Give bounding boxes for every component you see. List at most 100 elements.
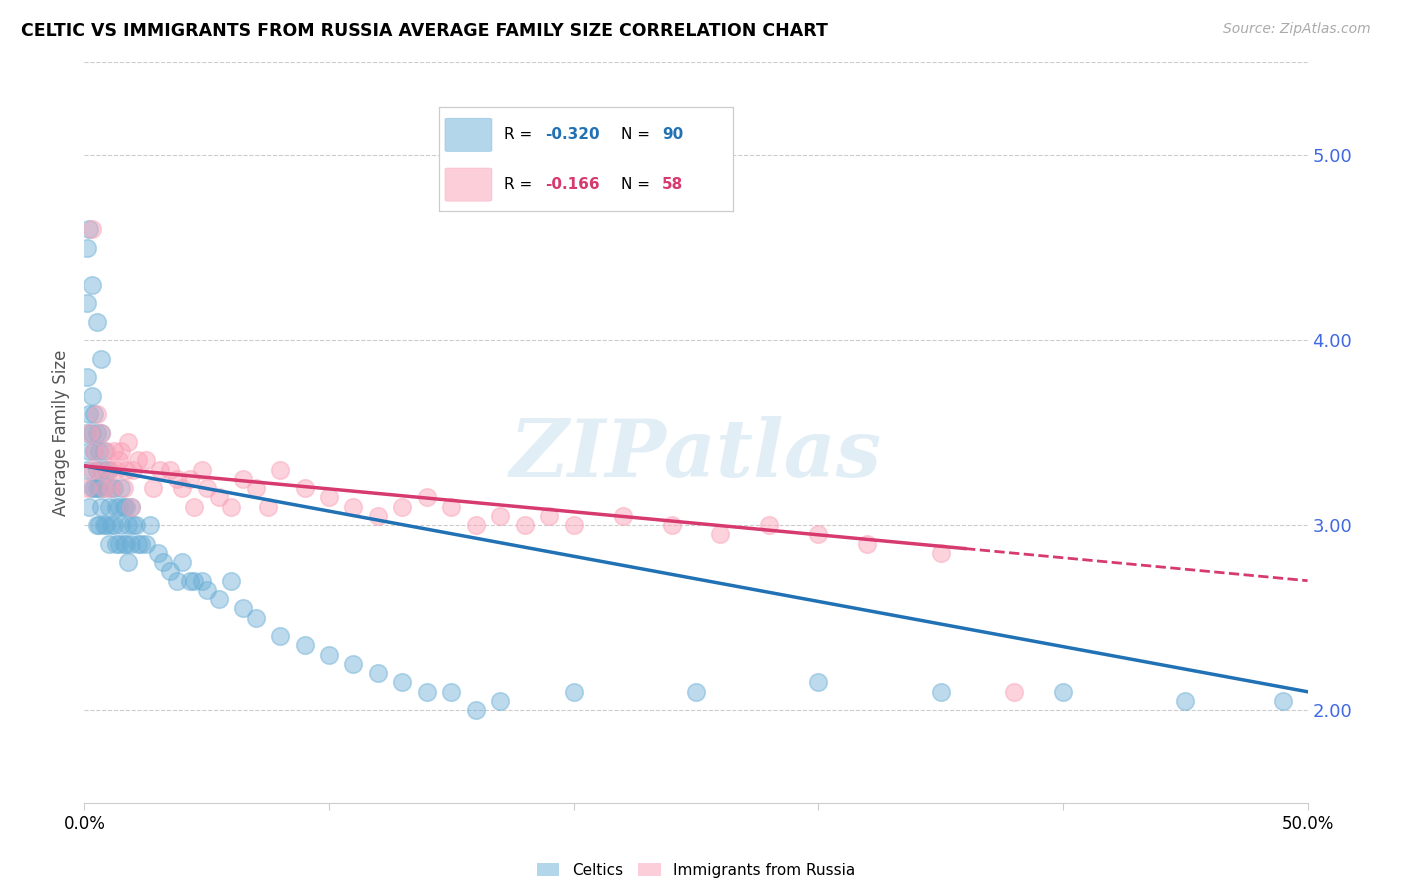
Point bbox=[103, 444, 125, 458]
Point bbox=[152, 555, 174, 569]
Point bbox=[120, 536, 142, 550]
Point bbox=[1174, 694, 1197, 708]
Point bbox=[219, 574, 242, 588]
Point bbox=[166, 472, 188, 486]
Point bbox=[96, 444, 118, 458]
Point bbox=[76, 296, 98, 310]
Point bbox=[97, 536, 120, 550]
Point bbox=[105, 500, 128, 514]
Point bbox=[77, 222, 100, 236]
Point bbox=[489, 508, 512, 523]
Y-axis label: Average Family Size: Average Family Size bbox=[52, 350, 70, 516]
Point bbox=[661, 518, 683, 533]
Point bbox=[122, 462, 145, 476]
Point bbox=[342, 657, 364, 671]
Point bbox=[87, 444, 110, 458]
Point bbox=[294, 639, 316, 653]
Point bbox=[107, 453, 129, 467]
Point bbox=[77, 500, 100, 514]
Point bbox=[269, 629, 291, 643]
Point bbox=[105, 536, 128, 550]
Point bbox=[117, 518, 139, 533]
Point bbox=[464, 518, 486, 533]
Point bbox=[86, 425, 108, 440]
Point bbox=[97, 462, 120, 476]
Point bbox=[318, 648, 340, 662]
Point bbox=[135, 453, 157, 467]
Point bbox=[77, 444, 100, 458]
Point bbox=[96, 462, 118, 476]
Point bbox=[120, 500, 142, 514]
Point bbox=[97, 500, 120, 514]
Point bbox=[115, 536, 138, 550]
Point bbox=[172, 555, 194, 569]
Point bbox=[122, 518, 145, 533]
Point bbox=[90, 462, 112, 476]
Point bbox=[195, 582, 218, 597]
Point bbox=[80, 222, 103, 236]
Text: Source: ZipAtlas.com: Source: ZipAtlas.com bbox=[1223, 22, 1371, 37]
Point bbox=[120, 500, 142, 514]
Point bbox=[179, 574, 201, 588]
Point bbox=[115, 500, 138, 514]
Point bbox=[93, 444, 115, 458]
Point bbox=[416, 685, 439, 699]
Point bbox=[80, 462, 103, 476]
Point bbox=[489, 694, 512, 708]
Point bbox=[115, 462, 138, 476]
Point bbox=[110, 444, 132, 458]
Point bbox=[807, 527, 830, 541]
Point bbox=[245, 610, 267, 624]
Point bbox=[191, 574, 214, 588]
Point bbox=[97, 462, 120, 476]
Point bbox=[77, 407, 100, 421]
Point bbox=[208, 592, 231, 607]
Point bbox=[87, 462, 110, 476]
Point bbox=[86, 518, 108, 533]
Point bbox=[269, 462, 291, 476]
Point bbox=[93, 481, 115, 495]
Point bbox=[391, 500, 413, 514]
Point bbox=[100, 481, 122, 495]
Point bbox=[86, 462, 108, 476]
Point bbox=[183, 500, 205, 514]
Point bbox=[80, 425, 103, 440]
Point bbox=[90, 425, 112, 440]
Point bbox=[87, 481, 110, 495]
Point bbox=[90, 500, 112, 514]
Point bbox=[183, 574, 205, 588]
Point bbox=[103, 518, 125, 533]
Point bbox=[93, 518, 115, 533]
Point bbox=[86, 481, 108, 495]
Point bbox=[562, 518, 585, 533]
Point bbox=[685, 685, 707, 699]
Point bbox=[87, 518, 110, 533]
Point bbox=[232, 472, 254, 486]
Point bbox=[83, 481, 105, 495]
Point bbox=[440, 500, 463, 514]
Point bbox=[117, 434, 139, 449]
Point bbox=[105, 462, 128, 476]
Point bbox=[90, 425, 112, 440]
Point bbox=[464, 703, 486, 717]
Point bbox=[110, 518, 132, 533]
Point bbox=[257, 500, 280, 514]
Point bbox=[1272, 694, 1295, 708]
Point bbox=[929, 685, 952, 699]
Point bbox=[83, 444, 105, 458]
Point bbox=[103, 481, 125, 495]
Point bbox=[142, 481, 165, 495]
Point bbox=[117, 555, 139, 569]
Point bbox=[77, 425, 100, 440]
Point bbox=[172, 481, 194, 495]
Point bbox=[96, 518, 118, 533]
Point bbox=[538, 508, 561, 523]
Point bbox=[232, 601, 254, 615]
Point bbox=[93, 481, 115, 495]
Point bbox=[1002, 685, 1025, 699]
Point bbox=[112, 536, 135, 550]
Text: ZIPatlas: ZIPatlas bbox=[510, 416, 882, 493]
Point bbox=[76, 462, 98, 476]
Point bbox=[86, 315, 108, 329]
Point bbox=[294, 481, 316, 495]
